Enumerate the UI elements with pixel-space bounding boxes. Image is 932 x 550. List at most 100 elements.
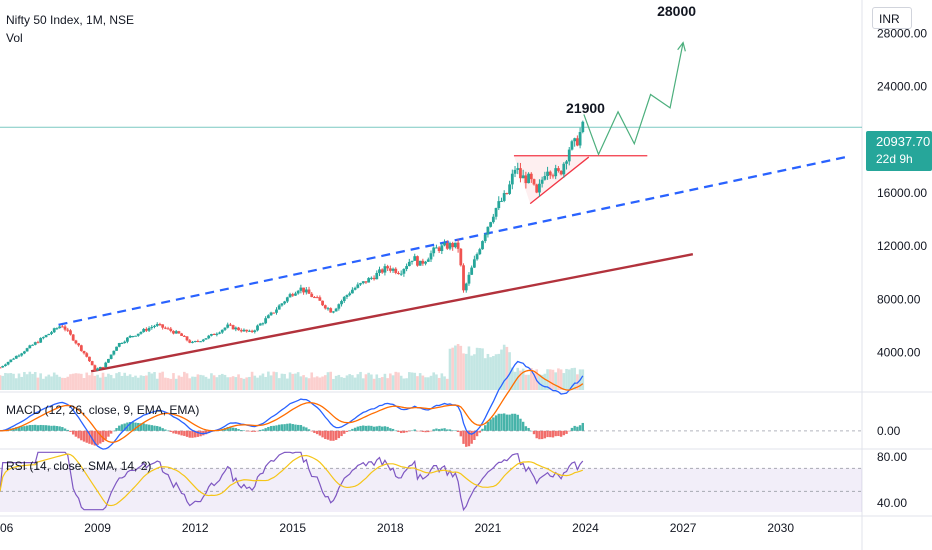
macd-hist-bar [383, 426, 387, 431]
candle-body [258, 323, 262, 326]
macd-hist-bar [291, 424, 294, 431]
macd-hist-bar [505, 414, 509, 431]
macd-hist-bar [234, 428, 238, 431]
candle-body [96, 368, 99, 371]
macd-hist-bar [492, 417, 495, 431]
macd-hist-bar [31, 424, 34, 431]
volume-bar [134, 375, 137, 390]
candle-body [193, 341, 197, 343]
macd-hist-bar [93, 430, 97, 446]
macd-hist-bar [557, 430, 560, 437]
volume-bar [532, 373, 536, 390]
volume-legend[interactable]: Vol [6, 31, 23, 45]
volume-bar [486, 353, 490, 390]
candle-body [367, 278, 371, 283]
volume-bar [546, 369, 549, 390]
candle-body [1, 366, 5, 368]
candle-body [524, 175, 528, 184]
macd-hist-bar [61, 427, 64, 431]
volume-bar [505, 346, 509, 390]
volume-bar [315, 376, 319, 390]
candle-body [261, 323, 265, 325]
macd-hist-bar [549, 430, 552, 438]
volume-bar [180, 376, 183, 390]
candle-body [177, 331, 181, 334]
macd-hist-bar [421, 430, 425, 432]
volume-bar [147, 371, 151, 390]
volume-bar [299, 376, 303, 390]
symbol-title[interactable]: Nifty 50 Index, 1M, NSE [6, 13, 135, 27]
macd-legend[interactable]: MACD (12, 26, close, 9, EMA, EMA) [6, 403, 200, 417]
macd-hist-bar [39, 424, 42, 431]
volume-bar [272, 371, 276, 390]
candle-body [529, 173, 533, 180]
candle-body [107, 358, 110, 363]
candle-body [378, 269, 381, 273]
volume-bar [521, 368, 525, 390]
candle-body [98, 366, 102, 369]
volume-bar [451, 347, 454, 390]
candle-body [234, 327, 238, 330]
volume-bar [334, 375, 338, 390]
volume-bar [50, 376, 53, 390]
macd-hist-bar [25, 425, 29, 431]
candle-body [247, 330, 251, 332]
volume-bar [185, 373, 189, 390]
volume-bar [188, 378, 192, 390]
macd-hist-bar [416, 430, 419, 432]
volume-bar [131, 377, 135, 390]
macd-hist-bar [362, 425, 365, 431]
candle-body [459, 248, 463, 266]
macd-hist-bar [85, 430, 88, 443]
volume-bar [494, 354, 498, 390]
macd-hist-bar [532, 430, 536, 435]
candle-body [82, 350, 86, 354]
candle-body [169, 328, 173, 331]
volume-bar [340, 377, 343, 390]
rsi-band [0, 468, 862, 512]
volume-bar [470, 355, 473, 390]
macd-hist-bar [250, 430, 254, 432]
candle-body [513, 169, 517, 174]
candle-body [272, 312, 276, 314]
macd-hist-bar [261, 429, 265, 431]
candle-body [361, 281, 365, 284]
candle-body [402, 269, 406, 274]
macd-hist-bar [370, 425, 373, 431]
macd-hist-bar [565, 430, 568, 434]
volume-bar [283, 373, 286, 390]
macd-hist-bar [23, 426, 26, 431]
candle-body [28, 345, 32, 349]
volume-bar [101, 372, 105, 390]
volume-bar [313, 377, 316, 390]
volume-bar [437, 377, 441, 390]
volume-bar [218, 374, 221, 390]
volume-bar [44, 376, 48, 390]
macd-hist-bar [386, 426, 389, 431]
candle-body [532, 179, 536, 185]
volume-bar [220, 373, 224, 390]
macd-hist-bar [20, 426, 23, 431]
volume-bar [323, 375, 327, 390]
macd-hist-bar [440, 428, 444, 431]
volume-bar [567, 369, 571, 390]
volume-bar [166, 378, 170, 390]
macd-hist-bar [174, 430, 178, 434]
macd-hist-bar [36, 425, 40, 431]
macd-hist-bar [337, 430, 341, 439]
volume-bar [88, 375, 91, 390]
candle-body [9, 359, 13, 362]
candle-body [218, 332, 221, 334]
candle-body [266, 315, 270, 319]
candle-body [519, 168, 522, 179]
volume-bar [183, 371, 186, 390]
currency-selector[interactable]: INR [872, 7, 912, 29]
rsi-legend[interactable]: RSI (14, close, SMA, 14, 2) [6, 459, 152, 473]
candle-body [20, 353, 24, 356]
macd-hist-bar [530, 430, 533, 432]
candle-body [280, 303, 284, 306]
candle-body [332, 311, 335, 313]
volume-bar [540, 374, 544, 390]
volume-bar [378, 377, 381, 390]
candle-body [535, 184, 539, 193]
